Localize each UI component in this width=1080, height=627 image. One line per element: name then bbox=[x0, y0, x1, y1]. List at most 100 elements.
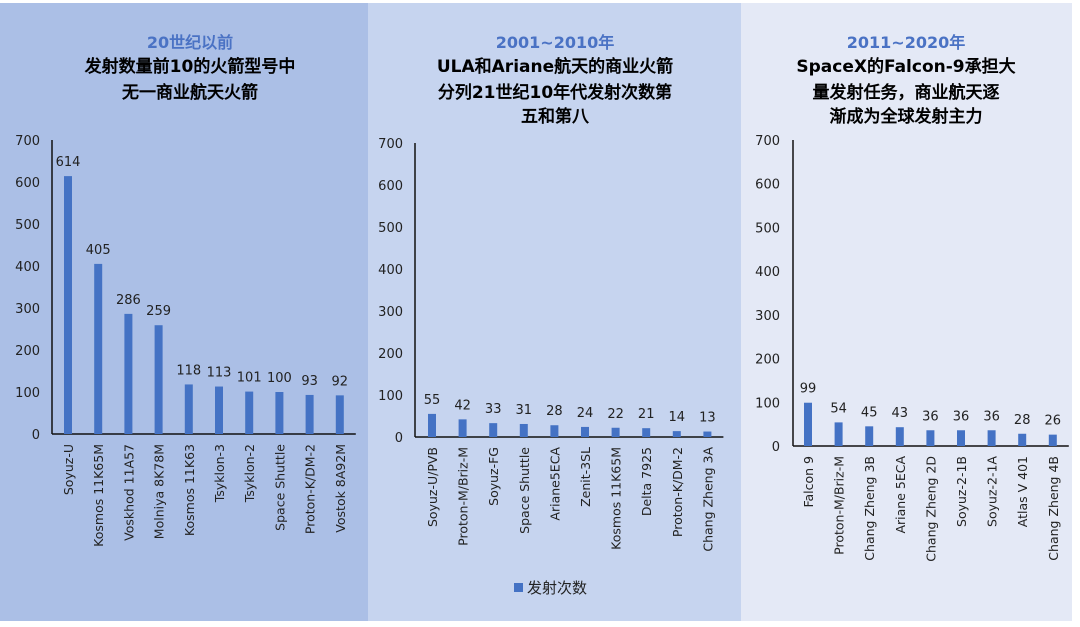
data-label: 13 bbox=[699, 411, 716, 426]
x-tick-label: Chang Zheng 4B bbox=[1046, 456, 1061, 561]
bar bbox=[275, 392, 284, 434]
x-tick-label: Atlas V 401 bbox=[1015, 456, 1030, 527]
x-tick-label: Voskhod 11A57 bbox=[121, 444, 136, 541]
bar bbox=[926, 430, 935, 446]
bar bbox=[184, 384, 193, 434]
data-label: 26 bbox=[1045, 414, 1062, 429]
y-tick-label: 200 bbox=[378, 347, 403, 362]
panel-period-title: 2011~2020年 bbox=[847, 33, 965, 52]
bar bbox=[305, 394, 314, 434]
x-tick-label: Kosmos 11K65M bbox=[609, 447, 624, 550]
panel-title-line: SpaceX的Falcon-9承担大 bbox=[796, 56, 1015, 77]
bar bbox=[245, 391, 254, 434]
bar bbox=[519, 423, 528, 437]
x-tick-label: Zenit-3SL bbox=[578, 447, 593, 507]
data-label: 259 bbox=[146, 304, 171, 319]
y-tick-label: 0 bbox=[772, 440, 780, 455]
data-label: 28 bbox=[546, 404, 563, 419]
data-label: 55 bbox=[424, 393, 441, 408]
panel-background bbox=[741, 3, 1072, 621]
x-tick-label: Proton-K/DM-2 bbox=[303, 444, 318, 534]
x-tick-label: Tsyklon-3 bbox=[212, 444, 227, 503]
bar bbox=[124, 313, 133, 434]
bar bbox=[895, 427, 904, 446]
data-label: 42 bbox=[454, 398, 471, 413]
panel-background bbox=[0, 3, 368, 621]
bar bbox=[703, 431, 712, 437]
x-tick-label: Space Shuttle bbox=[517, 447, 532, 534]
data-label: 36 bbox=[922, 409, 939, 424]
y-tick-label: 600 bbox=[15, 176, 40, 191]
data-label: 31 bbox=[516, 403, 533, 418]
x-tick-label: Proton-M/Briz-M bbox=[456, 447, 471, 546]
panel-title-line: 发射数量前10的火箭型号中 bbox=[84, 56, 296, 77]
y-tick-label: 700 bbox=[15, 134, 40, 149]
bar bbox=[611, 427, 620, 437]
data-label: 36 bbox=[953, 409, 970, 424]
legend-label: 发射次数 bbox=[527, 579, 587, 597]
data-label: 286 bbox=[116, 293, 141, 308]
data-label: 33 bbox=[485, 402, 502, 417]
data-label: 614 bbox=[56, 155, 81, 170]
y-tick-label: 700 bbox=[378, 137, 403, 152]
x-tick-label: Ariane5ECA bbox=[547, 447, 562, 521]
bar bbox=[154, 325, 163, 434]
y-tick-label: 300 bbox=[755, 309, 780, 324]
x-tick-label: Soyuz-2-1A bbox=[985, 456, 1000, 527]
data-label: 101 bbox=[237, 371, 262, 386]
x-tick-label: Chang Zheng 3A bbox=[700, 447, 715, 552]
x-tick-label: Kosmos 11K65M bbox=[91, 444, 106, 547]
data-label: 45 bbox=[861, 405, 878, 420]
y-tick-label: 600 bbox=[378, 179, 403, 194]
bar bbox=[865, 426, 874, 446]
bar bbox=[987, 430, 996, 446]
bar bbox=[428, 413, 436, 437]
y-tick-label: 300 bbox=[378, 305, 403, 320]
bar bbox=[581, 426, 589, 437]
data-label: 22 bbox=[607, 407, 624, 422]
panel-title-line: 分列21世纪10年代发射次数第 bbox=[438, 82, 672, 103]
data-label: 405 bbox=[86, 243, 111, 258]
x-tick-label: Ariane 5ECA bbox=[893, 456, 908, 534]
data-label: 92 bbox=[332, 374, 349, 389]
panel-title-line: 量发射任务，商业航天逐 bbox=[813, 82, 1000, 103]
bar bbox=[834, 422, 843, 446]
data-label: 14 bbox=[669, 410, 686, 425]
x-tick-label: Soyuz-U/PVB bbox=[425, 447, 440, 527]
x-tick-label: Proton-M/Briz-M bbox=[832, 456, 847, 555]
bar bbox=[1048, 434, 1057, 446]
panel-period-title: 20世纪以前 bbox=[147, 33, 233, 52]
data-label: 24 bbox=[577, 406, 594, 421]
bar bbox=[489, 423, 498, 437]
y-tick-label: 400 bbox=[378, 263, 403, 278]
y-tick-label: 400 bbox=[15, 260, 40, 275]
bar bbox=[642, 428, 651, 437]
y-tick-label: 500 bbox=[15, 218, 40, 233]
panel-background bbox=[368, 3, 741, 621]
x-tick-label: Space Shuttle bbox=[272, 444, 287, 531]
legend-swatch bbox=[514, 583, 523, 592]
y-tick-label: 700 bbox=[755, 134, 780, 149]
data-label: 36 bbox=[983, 409, 1000, 424]
bar bbox=[957, 430, 965, 446]
y-tick-label: 500 bbox=[378, 221, 403, 236]
y-tick-label: 200 bbox=[755, 353, 780, 368]
x-tick-label: Delta 7925 bbox=[639, 447, 654, 516]
x-tick-label: Kosmos 11K63 bbox=[182, 444, 197, 536]
data-label: 54 bbox=[830, 401, 847, 416]
bar bbox=[458, 419, 467, 437]
y-tick-label: 300 bbox=[15, 302, 40, 317]
bar bbox=[672, 431, 681, 437]
data-label: 113 bbox=[207, 366, 232, 381]
panel-period-title: 2001~2010年 bbox=[496, 33, 614, 52]
bar bbox=[64, 176, 72, 434]
x-tick-label: Chang Zheng 2D bbox=[923, 456, 938, 562]
x-tick-label: Proton-K/DM-2 bbox=[670, 447, 685, 537]
x-tick-label: Molniya 8K78M bbox=[152, 444, 167, 539]
data-label: 21 bbox=[638, 407, 655, 422]
x-tick-label: Soyuz-U bbox=[61, 444, 76, 495]
x-tick-label: Soyuz-FG bbox=[486, 447, 501, 506]
data-label: 99 bbox=[800, 382, 817, 397]
y-tick-label: 200 bbox=[15, 344, 40, 359]
data-label: 28 bbox=[1014, 413, 1031, 428]
